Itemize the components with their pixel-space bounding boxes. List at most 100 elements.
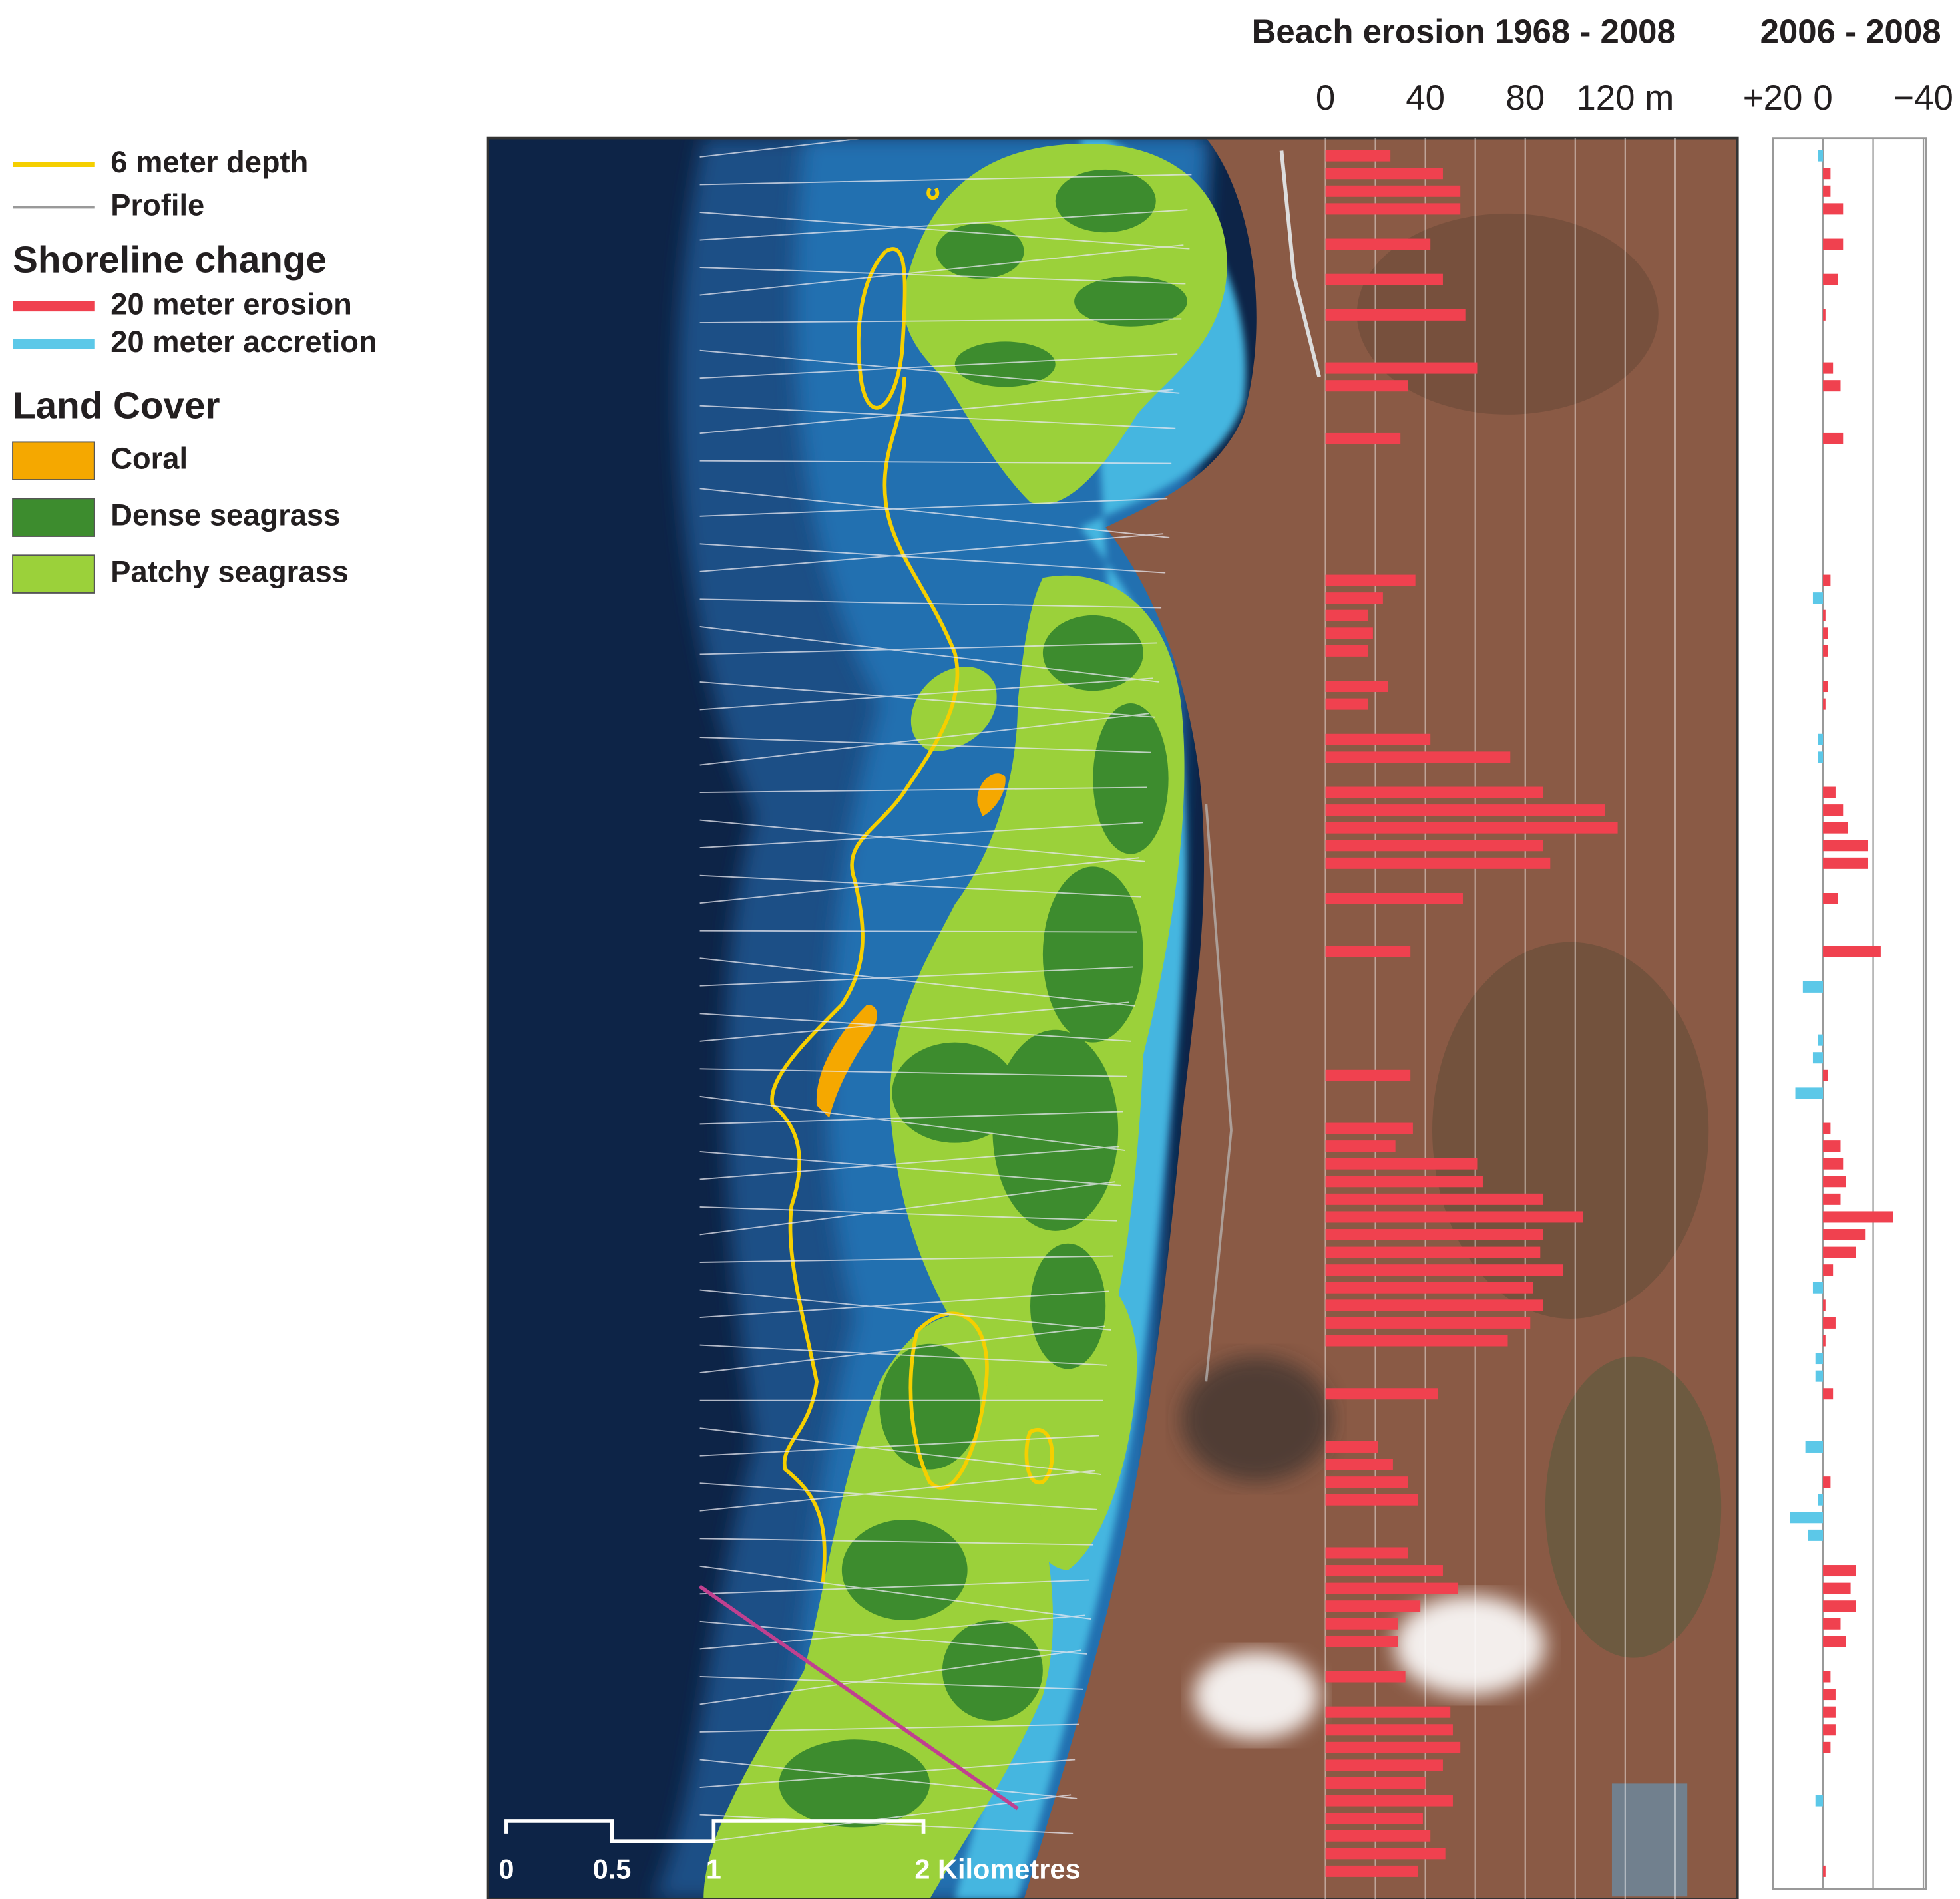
bar bbox=[1823, 1671, 1831, 1683]
profile-line bbox=[699, 874, 1141, 898]
scale-bar bbox=[504, 1819, 926, 1844]
bar bbox=[1325, 1299, 1543, 1311]
profile-lines bbox=[699, 138, 1192, 1843]
bar bbox=[1823, 804, 1844, 816]
bar bbox=[1815, 1370, 1824, 1382]
bar bbox=[1823, 185, 1831, 197]
bar bbox=[1823, 1211, 1893, 1223]
bar bbox=[1823, 840, 1869, 852]
profile-line bbox=[699, 460, 1172, 464]
bar bbox=[1823, 1636, 1846, 1647]
bar bbox=[1325, 1759, 1443, 1771]
bar bbox=[1823, 1724, 1836, 1736]
coral bbox=[816, 773, 1006, 1118]
bar bbox=[1818, 1034, 1824, 1046]
profile-line bbox=[699, 930, 1137, 933]
profile-line bbox=[699, 1013, 1131, 1042]
x-tick-label: 40 bbox=[1406, 79, 1445, 118]
legend-label: 20 meter accretion bbox=[110, 325, 377, 359]
bar bbox=[1325, 150, 1391, 162]
bar bbox=[1823, 1865, 1826, 1877]
profile-line bbox=[699, 1482, 1097, 1510]
profile-line bbox=[699, 1759, 1078, 1799]
profile-line bbox=[699, 1427, 1101, 1475]
profile-line bbox=[699, 209, 1188, 241]
profile-line bbox=[699, 1181, 1115, 1236]
bar bbox=[1325, 273, 1443, 285]
bar bbox=[1823, 1176, 1846, 1188]
bar bbox=[1325, 946, 1411, 957]
profile-line bbox=[699, 533, 1164, 572]
profile-line bbox=[699, 681, 1156, 718]
bar bbox=[1325, 1777, 1426, 1789]
bar bbox=[1325, 804, 1605, 816]
bar bbox=[1823, 1229, 1866, 1241]
bar bbox=[1823, 1600, 1856, 1612]
bar bbox=[1795, 1087, 1824, 1099]
x-tick-label: 0 bbox=[1316, 79, 1335, 118]
scale-label: 1 bbox=[706, 1853, 721, 1884]
bar bbox=[1325, 1441, 1378, 1453]
bar bbox=[1812, 1052, 1824, 1064]
bar bbox=[1325, 1264, 1563, 1276]
bar bbox=[1823, 609, 1826, 621]
bar bbox=[1823, 946, 1881, 957]
bar bbox=[1325, 1211, 1583, 1223]
bar bbox=[1325, 309, 1466, 321]
profile-line bbox=[699, 966, 1133, 987]
bar bbox=[1823, 309, 1826, 321]
bar bbox=[1325, 1140, 1396, 1152]
bar bbox=[1325, 645, 1368, 657]
profile-line bbox=[699, 1206, 1117, 1222]
profile-line bbox=[699, 353, 1178, 379]
legend-patchy-swatch bbox=[12, 554, 95, 594]
profile-line bbox=[699, 1649, 1081, 1705]
profile-line bbox=[699, 1723, 1079, 1733]
bar bbox=[1325, 1335, 1508, 1347]
profile-line bbox=[699, 349, 1180, 394]
bar bbox=[1823, 893, 1838, 904]
bar bbox=[1325, 609, 1368, 621]
bar bbox=[1823, 362, 1834, 374]
chart-title: Beach erosion 1968 - 2008 bbox=[1252, 12, 1676, 50]
profile-line bbox=[699, 488, 1170, 538]
legend: 6 meter depth Profile Shoreline change 2… bbox=[12, 145, 377, 594]
profile-line bbox=[699, 786, 1147, 793]
bar bbox=[1802, 981, 1824, 993]
profile-line bbox=[699, 857, 1139, 904]
profile-line bbox=[699, 543, 1166, 574]
bar bbox=[1823, 1140, 1841, 1152]
bar bbox=[1823, 1582, 1851, 1594]
bar bbox=[1325, 574, 1416, 586]
bar bbox=[1823, 1741, 1831, 1753]
charts: Beach erosion 1968 - 2008 0 40 80 120 m 2006 … bbox=[1252, 12, 1953, 1899]
bar bbox=[1823, 698, 1826, 710]
legend-label: Dense seagrass bbox=[110, 498, 340, 532]
bar bbox=[1823, 380, 1841, 392]
bar bbox=[1818, 1494, 1824, 1506]
profile-line bbox=[699, 389, 1174, 434]
scale-label: 0 bbox=[498, 1853, 514, 1884]
bar bbox=[1823, 574, 1831, 586]
bar bbox=[1823, 1618, 1841, 1630]
scale-label: 2 Kilometres bbox=[914, 1853, 1080, 1884]
bar bbox=[1823, 273, 1838, 285]
bar bbox=[1823, 822, 1848, 834]
depth-line bbox=[908, 1311, 1054, 1490]
profile-line bbox=[699, 1111, 1123, 1125]
profile-line bbox=[699, 1538, 1093, 1546]
bar bbox=[1823, 857, 1869, 869]
x-tick-label: 120 m bbox=[1576, 79, 1674, 118]
bar bbox=[1325, 1069, 1411, 1081]
bar bbox=[1325, 1865, 1418, 1877]
profile-line bbox=[699, 1068, 1127, 1077]
profile-line bbox=[699, 677, 1154, 711]
bar bbox=[1325, 185, 1461, 197]
profile-line bbox=[699, 713, 1150, 766]
bar bbox=[1325, 1317, 1531, 1329]
bar bbox=[1823, 1476, 1831, 1488]
bar bbox=[1325, 822, 1618, 834]
map-frame bbox=[486, 136, 1739, 1899]
